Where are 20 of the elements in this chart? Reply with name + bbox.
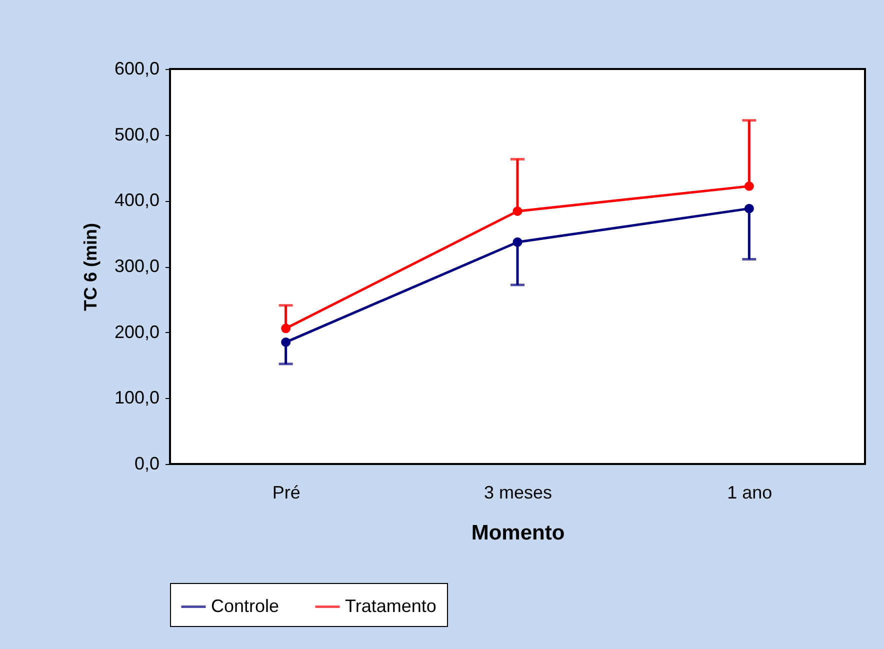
y-tick-label: 100,0: [114, 388, 160, 408]
y-tick-label: 400,0: [114, 190, 160, 210]
x-tick-label: 1 ano: [727, 482, 772, 502]
point: [281, 324, 291, 334]
point: [744, 204, 754, 214]
point: [744, 181, 754, 191]
y-tick-label: 500,0: [114, 124, 160, 144]
x-tick-label: Pré: [272, 482, 300, 502]
point: [281, 337, 291, 347]
point: [512, 237, 522, 247]
x-tick-label: 3 meses: [484, 482, 552, 502]
legend-label: Tratamento: [345, 596, 436, 616]
y-tick-label: 600,0: [114, 58, 160, 78]
y-tick-label: 300,0: [114, 256, 160, 276]
y-tick-label: 200,0: [114, 322, 160, 342]
y-tick-label: 0,0: [134, 454, 160, 474]
y-axis-title: TC 6 (min): [80, 223, 100, 311]
point: [512, 206, 522, 216]
legend-label: Controle: [211, 596, 280, 616]
x-axis-title: Momento: [471, 522, 565, 544]
